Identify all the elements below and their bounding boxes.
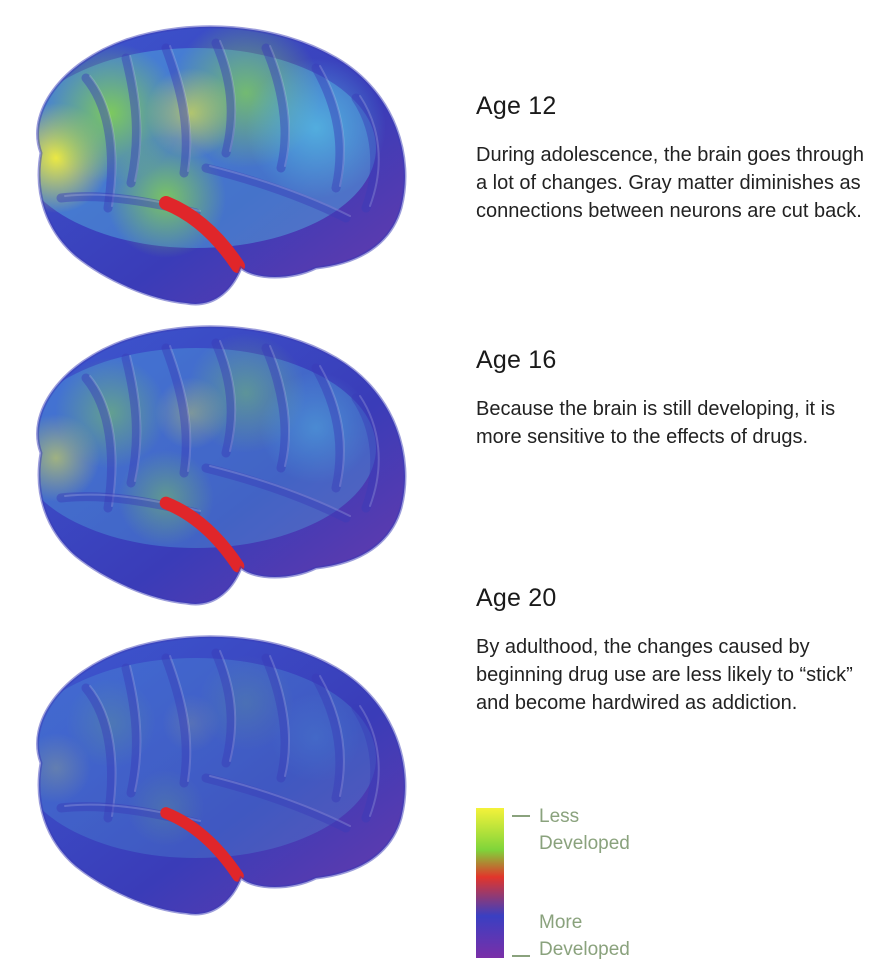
brain-fold bbox=[161, 43, 191, 178]
age-16-description: Because the brain is still developing, i… bbox=[476, 398, 836, 448]
brain-fold bbox=[81, 683, 116, 823]
brain-fold-highlight bbox=[359, 395, 380, 507]
brain-fold-highlight bbox=[359, 95, 380, 207]
brain-fold bbox=[351, 703, 380, 823]
brain-fold-highlight bbox=[169, 655, 192, 782]
development-legend: Less Developed More Developed bbox=[476, 806, 716, 963]
brain-hotspot bbox=[146, 68, 236, 158]
brain-hotspot bbox=[162, 694, 220, 752]
brain-fold bbox=[161, 653, 191, 788]
legend-less-label: Less Developed bbox=[539, 803, 630, 857]
legend-top-tick bbox=[512, 815, 530, 817]
legend-more-label: More Developed bbox=[539, 909, 630, 963]
brain-fold-highlight bbox=[169, 45, 192, 172]
brain-fissure bbox=[160, 807, 244, 882]
brain-fold bbox=[261, 653, 290, 783]
brain-fissure bbox=[159, 196, 245, 273]
legend-color-scale bbox=[476, 808, 504, 958]
age-12-description: During adolescence, the brain goes throu… bbox=[476, 144, 865, 222]
age-16-heading: Age 16 bbox=[476, 346, 557, 374]
brain-fold bbox=[121, 53, 141, 188]
brain-fold bbox=[351, 393, 380, 513]
brain-hotspot bbox=[66, 678, 156, 768]
brain-hotspot bbox=[271, 693, 361, 783]
brain-fold bbox=[211, 648, 236, 768]
brain-hotspot bbox=[198, 655, 294, 751]
brain-fold bbox=[311, 363, 345, 493]
brain-fold-highlight bbox=[319, 65, 345, 187]
brain-fold-highlight bbox=[129, 55, 142, 182]
brain-fold-highlight bbox=[169, 345, 192, 472]
brain-fold-highlight bbox=[209, 465, 351, 517]
brain-fold bbox=[201, 163, 351, 223]
brain-svg bbox=[36, 25, 407, 306]
brain-rim bbox=[36, 325, 407, 606]
brain-rim bbox=[36, 25, 407, 306]
age-20-heading: Age 20 bbox=[476, 584, 557, 612]
brain-fold bbox=[311, 673, 345, 803]
brain-fold bbox=[201, 463, 351, 523]
brain-fold-highlight bbox=[219, 40, 237, 152]
brain-fold-highlight bbox=[269, 655, 290, 777]
brain-hotspot bbox=[155, 377, 227, 449]
legend-more-line1: More bbox=[539, 912, 583, 933]
brain-fold-highlight bbox=[319, 675, 345, 797]
brain-fold-highlight bbox=[319, 365, 345, 487]
brain-fold-highlight bbox=[219, 340, 237, 452]
brain-fold-highlight bbox=[209, 165, 351, 217]
age-12-heading: Age 12 bbox=[476, 92, 557, 120]
brain-fissure bbox=[159, 496, 245, 573]
brain-fold bbox=[121, 663, 141, 798]
legend-bottom-tick bbox=[512, 955, 530, 957]
brain-fold-highlight bbox=[89, 685, 117, 817]
brain-age-20-image bbox=[16, 628, 416, 918]
brain-age-12-image bbox=[16, 18, 416, 308]
legend-less-line1: Less bbox=[539, 806, 580, 827]
brain-fold bbox=[161, 343, 191, 478]
brain-hotspot bbox=[55, 357, 167, 469]
brain-fold bbox=[81, 373, 116, 513]
brain-svg bbox=[36, 325, 407, 606]
age-12-section: Age 12 During adolescence, the brain goe… bbox=[476, 92, 871, 225]
age-16-section: Age 16 Because the brain is still develo… bbox=[476, 346, 871, 451]
legend-less-line2: Developed bbox=[539, 833, 630, 854]
age-20-description: By adulthood, the changes caused by begi… bbox=[476, 636, 853, 714]
brain-age-16-image bbox=[16, 318, 416, 608]
brain-fold-highlight bbox=[359, 705, 380, 817]
brain-fold-highlight bbox=[89, 75, 117, 207]
brain-hotspot bbox=[260, 372, 372, 484]
brain-fold bbox=[261, 343, 290, 473]
brain-svg bbox=[36, 635, 407, 916]
age-20-section: Age 20 By adulthood, the changes caused … bbox=[476, 584, 871, 717]
brain-fold bbox=[351, 93, 380, 213]
brain-fold-highlight bbox=[269, 45, 290, 167]
brain-fold-highlight bbox=[89, 375, 117, 507]
brain-fold-highlight bbox=[129, 355, 142, 482]
brain-fold bbox=[81, 73, 116, 213]
brain-rim bbox=[36, 635, 407, 916]
brain-hotspot bbox=[246, 58, 386, 198]
legend-more-line2: Developed bbox=[539, 939, 630, 960]
brain-fold-highlight bbox=[129, 665, 142, 792]
brain-fold bbox=[261, 43, 290, 173]
brain-fold bbox=[201, 773, 351, 833]
brain-fold bbox=[311, 63, 345, 193]
brain-fold-highlight bbox=[219, 650, 237, 762]
brain-fold-highlight bbox=[209, 775, 351, 827]
brain-fold-highlight bbox=[269, 345, 290, 467]
brain-fold bbox=[121, 353, 141, 488]
brain-fold bbox=[211, 38, 236, 158]
brain-fold bbox=[211, 338, 236, 458]
